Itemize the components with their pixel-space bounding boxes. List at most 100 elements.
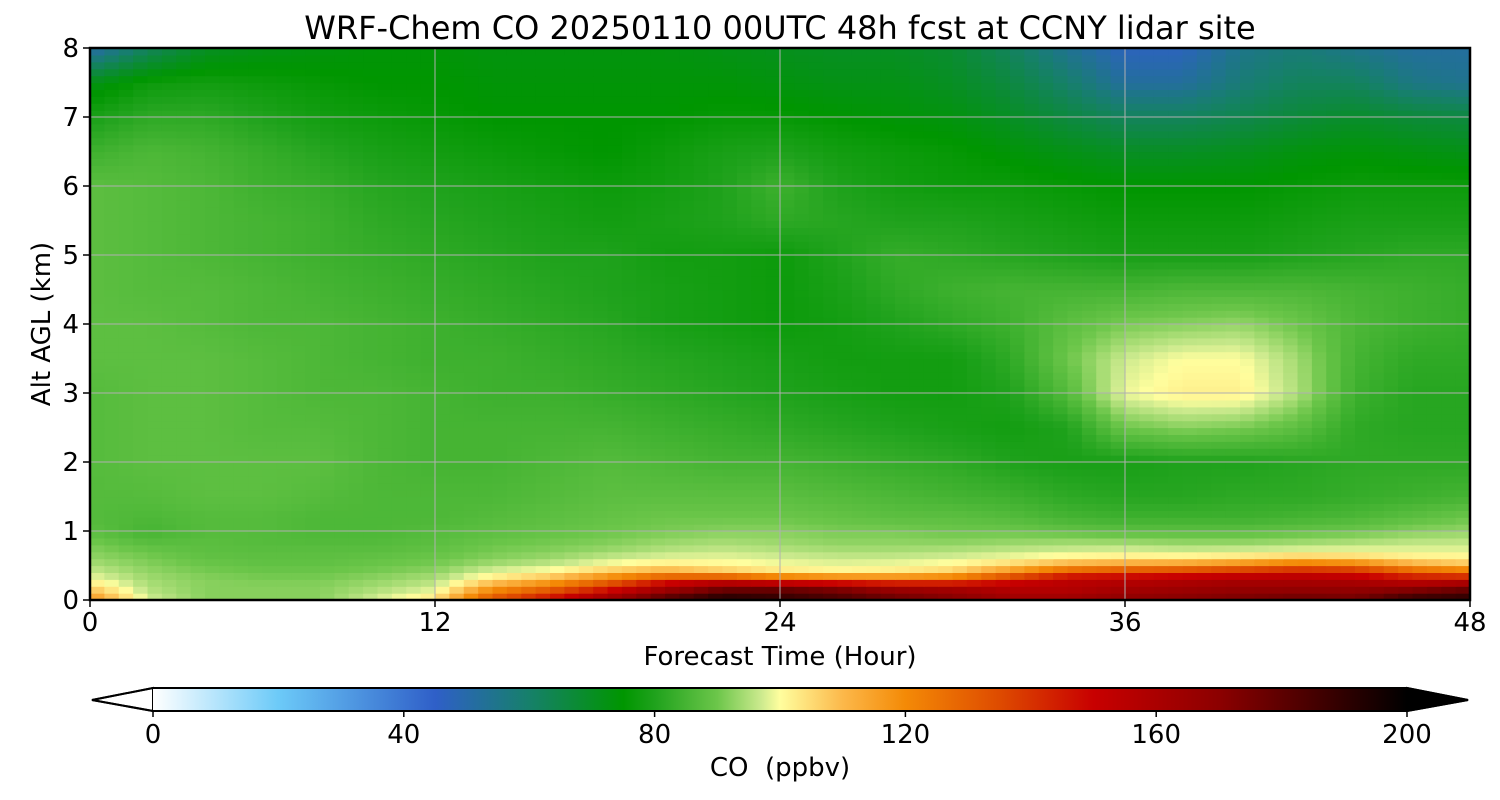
heatmap-cell <box>909 248 925 256</box>
heatmap-cell <box>248 579 264 587</box>
heatmap-cell <box>1067 296 1083 304</box>
heatmap-cell <box>665 310 680 318</box>
heatmap-cell <box>866 448 882 456</box>
heatmap-cell <box>176 365 192 373</box>
heatmap-cell <box>550 317 565 325</box>
heatmap-cell <box>478 330 494 339</box>
heatmap-cell <box>1053 503 1069 511</box>
heatmap-cell <box>1153 434 1169 442</box>
heatmap-cell <box>593 462 609 470</box>
heatmap-cell <box>866 558 882 567</box>
heatmap-cell <box>1168 241 1184 249</box>
heatmap-cell <box>104 358 120 366</box>
heatmap-cell <box>233 468 249 477</box>
heatmap-cell <box>780 558 795 567</box>
heatmap-cell <box>276 365 292 373</box>
heatmap-cell <box>564 358 580 366</box>
heatmap-cell <box>564 517 580 525</box>
heatmap-cell <box>262 324 278 332</box>
heatmap-cell <box>578 324 594 332</box>
heatmap-cell <box>1426 372 1442 380</box>
heatmap-cell <box>751 427 767 435</box>
heatmap-cell <box>190 310 206 318</box>
heatmap-cell <box>320 379 335 387</box>
heatmap-cell <box>851 482 867 491</box>
heatmap-cell <box>751 517 767 525</box>
heatmap-cell <box>1426 448 1442 456</box>
heatmap-cell <box>1426 544 1442 553</box>
heatmap-cell <box>305 572 321 580</box>
heatmap-cell <box>1067 303 1083 311</box>
heatmap-cell <box>248 351 264 360</box>
heatmap-cell <box>1053 358 1069 366</box>
heatmap-cell <box>866 475 882 484</box>
heatmap-cell <box>320 482 335 491</box>
heatmap-cell <box>1311 275 1327 284</box>
heatmap-cell <box>1139 358 1155 366</box>
heatmap-cell <box>334 386 350 394</box>
heatmap-cell <box>1110 303 1126 311</box>
heatmap-cell <box>1254 351 1270 360</box>
heatmap-cell <box>305 303 321 311</box>
heatmap-cell <box>981 572 997 580</box>
heatmap-cell <box>348 524 364 532</box>
heatmap-cell <box>248 455 264 463</box>
heatmap-cell <box>923 503 939 511</box>
heatmap-cell <box>391 462 407 470</box>
heatmap-cell <box>636 586 652 594</box>
heatmap-cell <box>1254 255 1270 263</box>
heatmap-cell <box>607 303 623 311</box>
heatmap-cell <box>147 241 163 249</box>
heatmap-cell <box>837 510 853 518</box>
heatmap-cell <box>1153 255 1169 263</box>
heatmap-cell <box>133 524 149 532</box>
heatmap-cell <box>147 475 163 484</box>
heatmap-cell <box>1455 531 1471 539</box>
heatmap-cell <box>981 441 997 449</box>
heatmap-cell <box>363 261 379 270</box>
heatmap-cell <box>607 330 623 339</box>
heatmap-cell <box>564 324 580 332</box>
heatmap-cell <box>1096 379 1112 387</box>
heatmap-cell <box>463 441 479 449</box>
heatmap-cell <box>1038 413 1054 422</box>
heatmap-cell <box>1283 475 1299 484</box>
heatmap-cell <box>334 544 350 553</box>
heatmap-cell <box>1096 413 1112 422</box>
heatmap-cell <box>1024 448 1040 456</box>
heatmap-cell <box>621 289 637 297</box>
heatmap-cell <box>463 268 479 277</box>
heatmap-cell <box>1398 524 1414 532</box>
heatmap-cell <box>866 462 882 470</box>
heatmap-cell <box>391 517 407 525</box>
heatmap-cell <box>837 558 853 567</box>
heatmap-cell <box>334 358 350 366</box>
heatmap-cell <box>205 344 220 353</box>
heatmap-cell <box>564 289 580 297</box>
heatmap-cell <box>147 344 163 353</box>
heatmap-cell <box>233 303 249 311</box>
heatmap-cell <box>923 448 939 456</box>
heatmap-cell <box>751 330 767 339</box>
heatmap-cell <box>420 241 436 249</box>
heatmap-cell <box>463 310 479 318</box>
heatmap-cell <box>492 386 508 394</box>
heatmap-cell <box>147 420 163 429</box>
heatmap-cell <box>981 537 997 546</box>
heatmap-cell <box>478 303 494 311</box>
heatmap-cell <box>550 282 565 291</box>
heatmap-cell <box>1240 489 1255 498</box>
heatmap-cell <box>133 399 149 408</box>
heatmap-cell <box>1038 317 1054 325</box>
heatmap-cell <box>578 365 594 373</box>
heatmap-cell <box>176 531 192 539</box>
heatmap-cell <box>219 358 235 366</box>
heatmap-cell <box>1398 579 1414 587</box>
heatmap-cell <box>621 462 637 470</box>
heatmap-cell <box>478 531 494 539</box>
heatmap-cell <box>262 310 278 318</box>
heatmap-cell <box>751 358 767 366</box>
heatmap-cell <box>1225 475 1241 484</box>
heatmap-cell <box>837 303 853 311</box>
heatmap-cell <box>780 372 795 380</box>
